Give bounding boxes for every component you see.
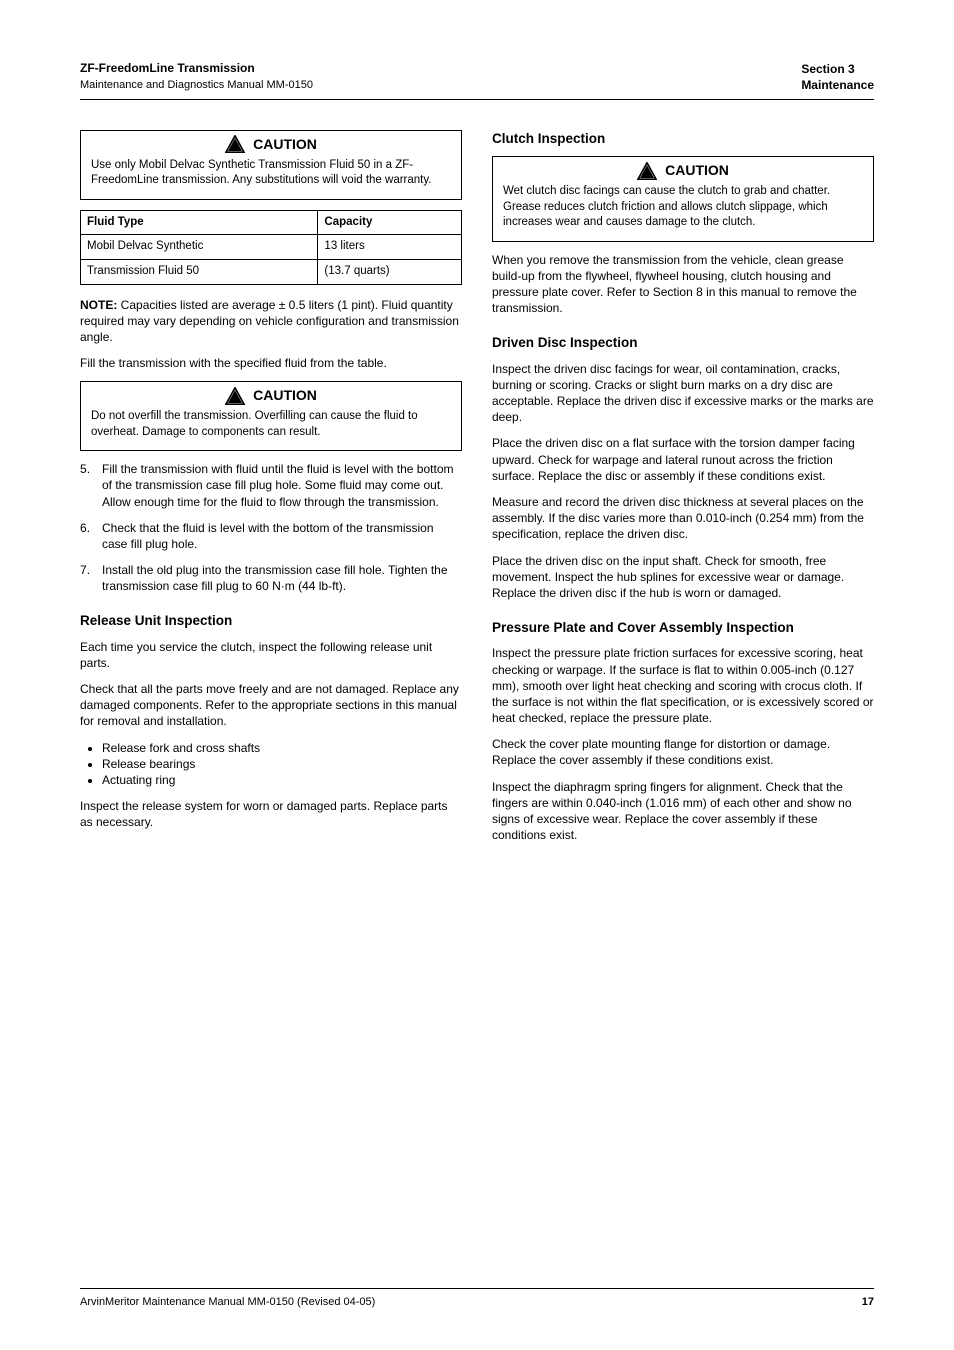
driven-p2: Place the driven disc on a flat surface … (492, 435, 874, 484)
footer-row: ArvinMeritor Maintenance Manual MM-0150 … (80, 1295, 874, 1310)
note-body: Capacities listed are average ± 0.5 lite… (80, 298, 459, 344)
note-paragraph: NOTE: Capacities listed are average ± 0.… (80, 297, 462, 346)
table-row: Mobil Delvac Synthetic 13 liters (81, 235, 462, 260)
caution-head-1: CAUTION (91, 135, 451, 154)
page-header: ZF-FreedomLine Transmission Maintenance … (80, 60, 874, 93)
fill-instruction: Fill the transmission with the specified… (80, 355, 462, 371)
caution-box-fluid: CAUTION Use only Mobil Delvac Synthetic … (80, 130, 462, 200)
fluid-table-r1c2: 13 liters (318, 235, 462, 260)
caution-box-overfill: CAUTION Do not overfill the transmission… (80, 381, 462, 451)
caution-label-3: CAUTION (665, 161, 729, 180)
header-section-number: Section 3 (801, 62, 854, 76)
driven-p1: Inspect the driven disc facings for wear… (492, 361, 874, 426)
caution-label-2: CAUTION (253, 386, 317, 405)
footer-page-number: 17 (862, 1295, 874, 1310)
list-item: Release bearings (102, 756, 462, 772)
page-footer: ArvinMeritor Maintenance Manual MM-0150 … (80, 1288, 874, 1310)
fluid-table-col1: Fluid Type (81, 210, 318, 235)
fluid-table-r2c1: Transmission Fluid 50 (81, 259, 318, 284)
header-doc-subtitle: Maintenance and Diagnostics Manual MM-01… (80, 79, 313, 91)
pp-p1: Inspect the pressure plate friction surf… (492, 645, 874, 726)
right-column: Clutch Inspection CAUTION Wet clutch dis… (492, 130, 874, 853)
note-label: NOTE: (80, 298, 117, 312)
header-rule (80, 99, 874, 100)
steps-list-left: Fill the transmission with fluid until t… (80, 461, 462, 594)
list-item: Actuating ring (102, 772, 462, 788)
caution-body-1: Use only Mobil Delvac Synthetic Transmis… (91, 158, 451, 189)
warning-triangle-icon (225, 387, 245, 405)
table-row: Transmission Fluid 50 (13.7 quarts) (81, 259, 462, 284)
step-7: Install the old plug into the transmissi… (102, 562, 462, 594)
pp-p3: Inspect the diaphragm spring fingers for… (492, 779, 874, 844)
header-section-title: Maintenance (801, 78, 874, 92)
heading-release-unit: Release Unit Inspection (80, 612, 462, 630)
footer-left: ArvinMeritor Maintenance Manual MM-0150 … (80, 1295, 375, 1310)
release-parts-list: Release fork and cross shafts Release be… (80, 740, 462, 789)
caution-label-1: CAUTION (253, 135, 317, 154)
header-doc-title: ZF-FreedomLine Transmission (80, 61, 255, 75)
fluid-table-r1c1: Mobil Delvac Synthetic (81, 235, 318, 260)
caution-box-clutch: CAUTION Wet clutch disc facings can caus… (492, 156, 874, 241)
left-column: CAUTION Use only Mobil Delvac Synthetic … (80, 130, 462, 853)
driven-p4: Place the driven disc on the input shaft… (492, 553, 874, 602)
pp-p2: Check the cover plate mounting flange fo… (492, 736, 874, 768)
warning-triangle-icon (637, 162, 657, 180)
driven-p3: Measure and record the driven disc thick… (492, 494, 874, 543)
release-p1: Each time you service the clutch, inspec… (80, 639, 462, 671)
page: ZF-FreedomLine Transmission Maintenance … (0, 0, 954, 1350)
footer-rule (80, 1288, 874, 1289)
heading-pressure-plate: Pressure Plate and Cover Assembly Inspec… (492, 619, 874, 637)
content-columns: CAUTION Use only Mobil Delvac Synthetic … (80, 130, 874, 853)
caution-head-2: CAUTION (91, 386, 451, 405)
fluid-table: Fluid Type Capacity Mobil Delvac Synthet… (80, 210, 462, 285)
fluid-table-col2: Capacity (318, 210, 462, 235)
fluid-table-r2c2: (13.7 quarts) (318, 259, 462, 284)
heading-clutch-inspection: Clutch Inspection (492, 130, 874, 148)
release-p3: Inspect the release system for worn or d… (80, 798, 462, 830)
release-p2: Check that all the parts move freely and… (80, 681, 462, 730)
step-6: Check that the fluid is level with the b… (102, 520, 462, 552)
warning-triangle-icon (225, 135, 245, 153)
table-row: Fluid Type Capacity (81, 210, 462, 235)
step-5: Fill the transmission with fluid until t… (102, 461, 462, 510)
caution-body-2: Do not overfill the transmission. Overfi… (91, 409, 451, 440)
clutch-body: When you remove the transmission from th… (492, 252, 874, 317)
caution-head-3: CAUTION (503, 161, 863, 180)
caution-body-3: Wet clutch disc facings can cause the cl… (503, 184, 863, 231)
list-item: Release fork and cross shafts (102, 740, 462, 756)
heading-driven-disc: Driven Disc Inspection (492, 334, 874, 352)
